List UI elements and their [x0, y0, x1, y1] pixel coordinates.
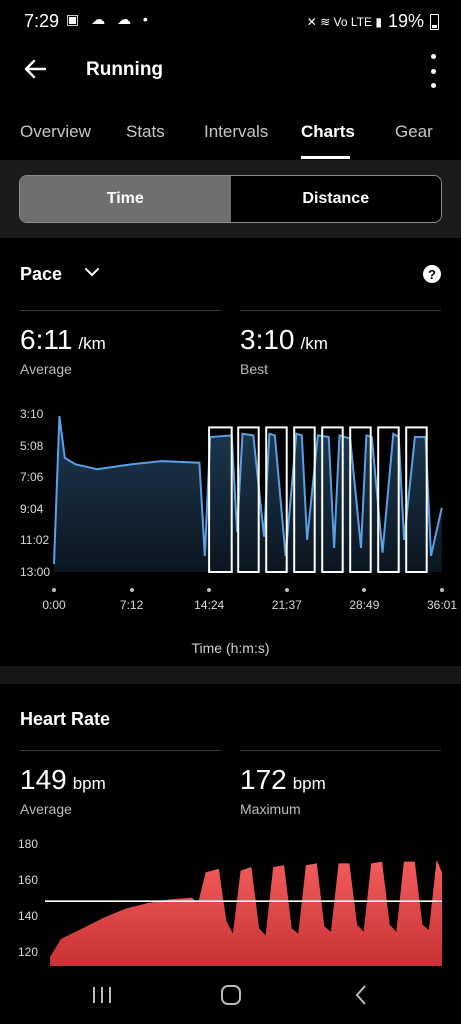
home-button[interactable] [216, 982, 246, 1008]
active-tab-indicator [301, 156, 350, 159]
divider [20, 310, 221, 311]
app-header: Running [0, 42, 461, 98]
pace-best-label: Best [240, 361, 269, 377]
page-title: Running [86, 59, 164, 80]
heart-rate-chart [45, 859, 442, 966]
tab-overview[interactable]: Overview [20, 122, 91, 141]
hr-y-tick-label: 120 [18, 945, 39, 960]
pace-header: Pace ? [0, 255, 461, 295]
pace-x-tick-dot [207, 588, 212, 592]
pace-x-tick-dot [284, 588, 289, 592]
pace-y-tick-label: 3:10 [20, 407, 44, 421]
hr-y-tick-label: 160 [18, 873, 39, 888]
recent-apps-button[interactable] [87, 982, 117, 1008]
time-distance-toggle: Time Distance [19, 175, 442, 223]
divider [20, 750, 221, 751]
interval-box [405, 426, 428, 574]
status-bar: 7:29 ▣ ☁ ☁ • ✕ ≋ Vo LTE ▮ 19% [0, 0, 461, 42]
pace-x-axis-title: Time (h:m:s) [191, 640, 270, 656]
hr-max-stat: 172 bpm [240, 764, 326, 796]
hr-max-unit: bpm [292, 774, 326, 793]
notification-icons: ▣ ☁ ☁ • [66, 11, 152, 27]
pace-average-value: 6:11 [20, 324, 73, 355]
interval-box [349, 426, 372, 574]
pace-x-tick-label: 28:49 [349, 598, 380, 612]
hr-y-tick-label: 140 [18, 909, 39, 924]
pace-area [54, 416, 442, 572]
heart-rate-title: Heart Rate [20, 709, 111, 729]
pace-title: Pace [20, 264, 63, 284]
section-separator [0, 666, 461, 684]
hr-average-value: 149 [20, 764, 67, 795]
pace-x-tick-label: 36:01 [426, 598, 458, 612]
chevron-down-icon[interactable] [84, 264, 100, 280]
status-right: ✕ ≋ Vo LTE ▮ 19% [307, 11, 439, 32]
tab-intervals[interactable]: Intervals [204, 122, 269, 141]
pace-x-tick-label: 0:00 [42, 598, 66, 612]
tab-gear[interactable]: Gear [395, 122, 433, 141]
interval-box [208, 426, 233, 574]
pace-best-stat: 3:10/km [240, 324, 328, 356]
kebab-icon [430, 54, 436, 59]
divider [240, 310, 441, 311]
interval-box [265, 426, 288, 574]
distance-segment-button[interactable]: Distance [230, 176, 441, 222]
hr-y-tick-label: 180 [18, 837, 39, 852]
home-icon [221, 985, 241, 1005]
pace-average-unit: /km [78, 334, 106, 353]
pace-x-tick-dot [440, 588, 444, 592]
system-icons: ✕ ≋ Vo LTE ▮ [306, 14, 382, 29]
pace-x-tick-dot [362, 588, 367, 592]
pace-x-tick-label: 7:12 [119, 598, 144, 612]
interval-box [377, 426, 400, 574]
back-chevron-icon [355, 985, 366, 1005]
hr-area [50, 859, 442, 966]
interval-box [237, 426, 260, 574]
hr-max-value: 172 [240, 764, 287, 795]
battery-percent: 19% [387, 11, 424, 31]
time-segment-button[interactable]: Time [20, 176, 231, 222]
pace-y-tick-label: 11:02 [20, 533, 50, 548]
pace-best-value: 3:10 [240, 324, 295, 355]
divider [240, 750, 441, 751]
interval-box [321, 426, 344, 574]
pace-best-unit: /km [300, 334, 328, 353]
more-options-button[interactable] [423, 54, 443, 88]
toggle-panel: Time Distance [0, 160, 461, 238]
back-button[interactable] [18, 52, 52, 86]
tab-bar: Overview Stats Intervals Charts Gear [0, 110, 461, 160]
status-time: 7:29 [24, 11, 60, 31]
back-arrow-icon [24, 59, 46, 79]
pace-y-tick-label: 5:08 [20, 438, 44, 453]
pace-average-stat: 6:11/km [20, 324, 106, 356]
help-icon[interactable]: ? [423, 265, 441, 283]
pace-chart [53, 415, 443, 574]
system-nav-bar [0, 966, 461, 1024]
back-nav-button[interactable] [346, 982, 376, 1008]
pace-y-tick-label: 9:04 [20, 501, 44, 516]
hr-max-label: Maximum [240, 801, 301, 817]
pace-y-tick-label: 13:00 [20, 565, 51, 579]
pace-x-tick-label: 14:24 [194, 598, 225, 612]
hr-average-stat: 149 bpm [20, 764, 106, 796]
battery-icon [430, 13, 439, 30]
tab-charts[interactable]: Charts [301, 122, 355, 141]
recent-apps-icon [93, 987, 111, 1003]
pace-y-tick-label: 7:06 [20, 470, 44, 485]
pace-average-label: Average [20, 361, 72, 377]
pace-x-tick-dot [52, 588, 56, 592]
tab-stats[interactable]: Stats [126, 122, 165, 141]
hr-average-unit: bpm [72, 774, 106, 793]
pace-x-tick-dot [129, 588, 134, 592]
pace-x-tick-label: 21:37 [271, 598, 302, 612]
hr-average-label: Average [20, 801, 72, 817]
interval-box [293, 426, 316, 574]
